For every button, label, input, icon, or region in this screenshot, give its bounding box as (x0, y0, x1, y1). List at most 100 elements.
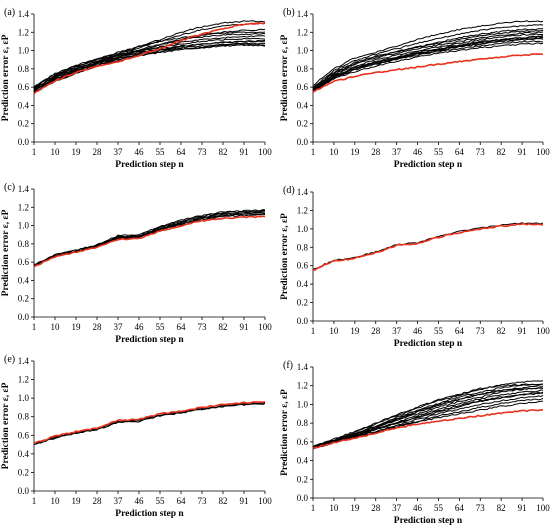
series-line (33, 213, 266, 268)
series-line (312, 35, 544, 92)
x-tick-label: 46 (135, 147, 145, 157)
series-line (33, 35, 266, 90)
series-line (33, 212, 266, 267)
x-tick-label: 100 (258, 496, 272, 506)
x-tick-label: 28 (93, 322, 103, 332)
x-tick-label: 91 (240, 147, 249, 157)
series-line (312, 40, 544, 93)
x-tick-label: 91 (240, 496, 249, 506)
y-tick-label: 1.4 (297, 9, 309, 19)
x-tick-label: 100 (536, 147, 550, 157)
chart-panel-a: 0.0 0.2 0.4 0.6 0.8 1.0 1.2 1.4 1 10 19 28 37 46 55 64 7… (1, 7, 272, 170)
x-axis-title: Prediction step n (115, 509, 184, 519)
y-tick-label: 0.6 (18, 257, 30, 267)
x-tick-label: 46 (413, 326, 423, 336)
y-tick-label: 1.2 (18, 202, 29, 212)
x-axis-title: Prediction step n (394, 160, 463, 170)
y-tick-label: 1.0 (18, 221, 30, 231)
y-tick-label: 0.8 (18, 412, 30, 422)
x-tick-label: 82 (497, 147, 506, 157)
y-tick-label: 0.2 (18, 467, 29, 477)
y-tick-label: 1.0 (297, 46, 309, 56)
y-tick-label: 0.0 (297, 493, 309, 503)
y-tick-label: 0.2 (18, 119, 29, 129)
y-tick-label: 1.4 (18, 356, 30, 366)
y-tick-label: 0.0 (18, 312, 30, 322)
x-tick-label: 1 (311, 503, 316, 513)
x-tick-label: 100 (536, 326, 550, 336)
series-line (33, 20, 266, 88)
x-tick-label: 28 (371, 326, 381, 336)
x-tick-label: 82 (219, 496, 228, 506)
x-tick-label: 19 (72, 496, 82, 506)
x-tick-label: 46 (135, 496, 145, 506)
y-tick-label: 0.4 (297, 279, 309, 289)
series-line (312, 387, 544, 448)
y-tick-label: 0.4 (18, 449, 30, 459)
y-tick-label: 0.6 (297, 82, 309, 92)
x-tick-label: 100 (536, 503, 550, 513)
y-tick-label: 1.2 (297, 27, 308, 37)
x-tick-label: 1 (311, 147, 316, 157)
x-tick-label: 82 (219, 322, 228, 332)
x-tick-label: 10 (51, 322, 61, 332)
series-line (33, 44, 266, 94)
x-tick-label: 37 (114, 147, 124, 157)
y-tick-label: 0.8 (297, 418, 309, 428)
y-tick-label: 1.4 (18, 9, 30, 19)
x-tick-label: 82 (497, 503, 506, 513)
series-line (33, 31, 266, 88)
x-tick-label: 82 (219, 147, 228, 157)
x-tick-label: 55 (434, 147, 444, 157)
highlight-series-line (312, 222, 543, 271)
panel-label: (e) (4, 354, 15, 365)
y-tick-label: 0.8 (18, 239, 30, 249)
y-tick-label: 1.0 (18, 393, 30, 403)
y-tick-label: 0.8 (18, 64, 30, 74)
x-tick-label: 73 (198, 322, 208, 332)
x-tick-label: 73 (476, 147, 486, 157)
y-tick-label: 0.4 (18, 100, 30, 110)
panel-label: (a) (4, 7, 15, 18)
x-tick-label: 91 (240, 322, 249, 332)
x-tick-label: 46 (135, 322, 145, 332)
panel-label: (d) (283, 185, 295, 196)
y-axis-title: Prediction error ε, εP (1, 382, 11, 469)
x-axis-title: Prediction step n (115, 160, 184, 170)
series-line (33, 32, 266, 88)
highlight-series-line (33, 22, 266, 95)
x-tick-label: 46 (413, 147, 423, 157)
x-tick-label: 100 (258, 322, 272, 332)
x-tick-label: 28 (371, 503, 381, 513)
x-tick-label: 37 (392, 326, 402, 336)
series-line (33, 28, 266, 91)
highlight-series-line (33, 215, 266, 268)
y-tick-label: 0.4 (18, 275, 30, 285)
x-tick-label: 55 (156, 147, 166, 157)
y-tick-label: 0.0 (297, 137, 309, 147)
chart-panel-e: 0.0 0.2 0.4 0.6 0.8 1.0 1.2 1.4 1 10 19 28 37 46 55 64 7… (1, 354, 272, 519)
x-tick-label: 37 (114, 496, 124, 506)
x-tick-label: 64 (177, 322, 187, 332)
x-tick-label: 73 (476, 326, 486, 336)
y-axis-title: Prediction error ε, εP (1, 34, 11, 121)
x-tick-label: 55 (156, 322, 166, 332)
series-line (312, 24, 544, 88)
y-tick-label: 0.4 (297, 456, 309, 466)
series-line (312, 380, 544, 448)
series-line (313, 391, 544, 449)
panel-label: (c) (4, 182, 15, 193)
y-tick-label: 0.0 (18, 486, 30, 496)
series-line (312, 383, 544, 447)
y-tick-label: 0.2 (297, 119, 308, 129)
x-tick-label: 100 (258, 147, 272, 157)
series-line (33, 402, 266, 444)
y-tick-label: 0.0 (18, 137, 30, 147)
x-tick-label: 1 (32, 147, 37, 157)
series-line (312, 383, 544, 448)
series-line (33, 213, 266, 267)
x-tick-label: 10 (51, 496, 61, 506)
x-tick-label: 28 (371, 147, 381, 157)
y-tick-label: 1.2 (18, 375, 29, 385)
x-axis-title: Prediction step n (115, 335, 184, 345)
